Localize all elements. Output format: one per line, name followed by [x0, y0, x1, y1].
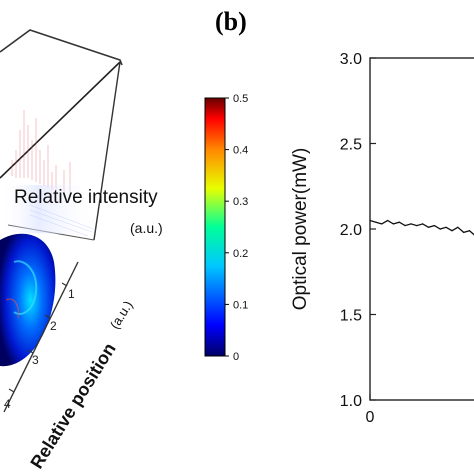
data-point	[404, 224, 406, 227]
series-points	[369, 219, 471, 234]
position-tick-2: 2	[50, 319, 57, 333]
position-axis-line	[3, 261, 79, 413]
position-unit: (a.u.)	[107, 298, 136, 332]
data-point	[386, 219, 389, 222]
colorbar-tick-label: 0	[233, 351, 239, 363]
data-point	[433, 224, 435, 227]
data-point	[422, 223, 424, 225]
position-label: Relative position	[26, 339, 119, 472]
panel-label: (b)	[215, 7, 247, 36]
series-line	[369, 219, 474, 236]
data-point	[451, 230, 453, 232]
data-point	[381, 223, 383, 225]
data-point	[427, 226, 430, 228]
data-point	[416, 224, 418, 227]
y-tick-label: 2.5	[340, 137, 362, 154]
surface-fan	[0, 185, 96, 235]
y-axis-ticks: 1.0 1.5 2.0 2.5 3.0	[340, 51, 376, 410]
intensity-label: Relative intensity	[14, 187, 158, 208]
colorbar-gradient	[204, 97, 226, 357]
surface-box-diagonal	[0, 61, 121, 179]
surface-peaks	[11, 110, 71, 196]
colorbar-ticks: 0.5 0.4 0.3 0.2 0.1 0	[225, 93, 248, 363]
colorbar-tick-label: 0.2	[233, 248, 248, 260]
position-tick-1: 1	[68, 287, 75, 301]
y-tick-label: 1.5	[340, 308, 362, 325]
colorbar-tick-label: 0.3	[233, 196, 248, 208]
surface-box-frame	[0, 29, 123, 66]
intensity-unit: (a.u.)	[130, 220, 163, 236]
data-point	[375, 221, 377, 223]
plot-frame	[369, 57, 474, 401]
y-tick-label: 2.0	[340, 222, 362, 239]
position-tick-4: 4	[4, 397, 11, 411]
surface-blob	[0, 233, 56, 367]
surface-plot: 1 2 3 4 Relative intensity (a.u.) Relati…	[0, 29, 163, 472]
data-point	[398, 221, 400, 223]
x-axis-ticks: 02	[366, 394, 375, 426]
x-tick-label: 0	[366, 409, 375, 426]
data-point	[369, 219, 371, 222]
data-point	[410, 223, 412, 225]
y-tick-label: 3.0	[340, 51, 362, 68]
y-tick-label: 1.0	[340, 393, 362, 410]
position-tick-3: 3	[32, 353, 39, 367]
data-point	[457, 226, 459, 228]
surface-box-right-edge	[93, 61, 121, 241]
data-point	[468, 230, 471, 232]
data-point	[463, 231, 465, 234]
colorbar-tick-label: 0.5	[233, 93, 248, 105]
data-point	[392, 223, 395, 225]
colorbar-tick-label: 0.1	[233, 299, 248, 311]
position-axis-ticks	[8, 282, 68, 393]
colorbar: 0.5 0.4 0.3 0.2 0.1 0	[204, 93, 248, 363]
line-chart: 1.0 1.5 2.0 2.5 3.0 02 Optical power(mW)	[290, 51, 474, 426]
colorbar-tick-label: 0.4	[233, 145, 248, 157]
data-point	[439, 228, 441, 230]
y-axis-label: Optical power(mW)	[290, 148, 311, 311]
data-point	[445, 226, 447, 228]
